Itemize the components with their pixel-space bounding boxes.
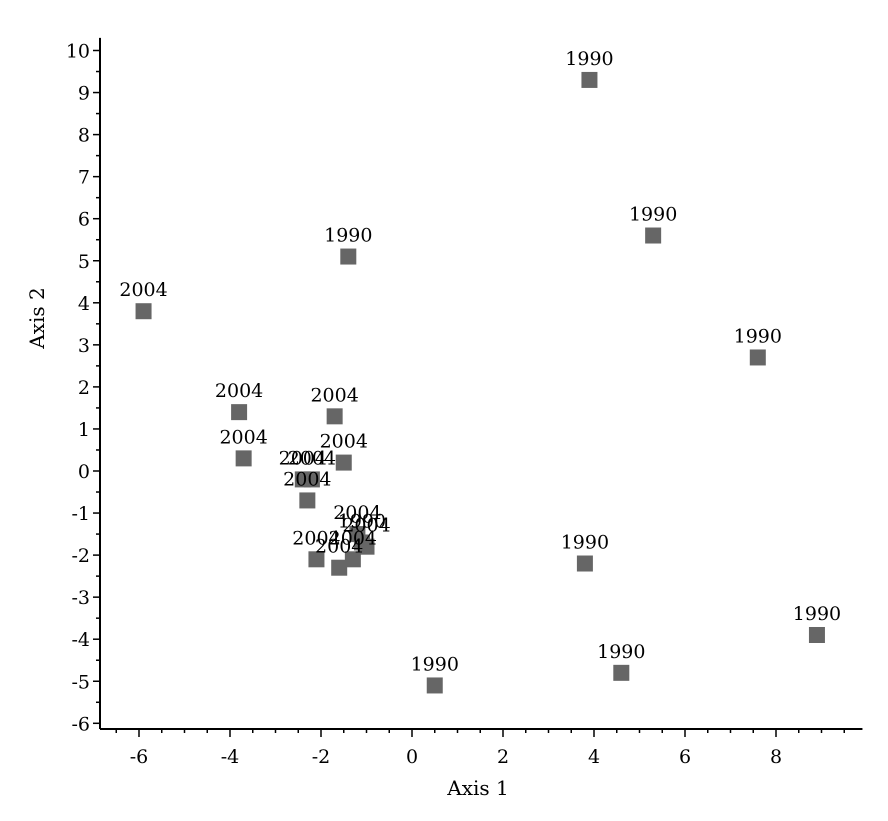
x-tick-label: -4 bbox=[221, 746, 240, 768]
point-labels: 1990199019901990199019901990199020042004… bbox=[119, 48, 841, 676]
x-tick-label: 8 bbox=[770, 746, 782, 768]
data-point-2004 bbox=[299, 492, 316, 509]
point-label: 1990 bbox=[793, 603, 841, 625]
point-label: 1990 bbox=[597, 641, 645, 663]
y-axis-title: Axis 2 bbox=[25, 287, 49, 349]
data-point-2004 bbox=[331, 559, 348, 576]
point-label: 2004 bbox=[215, 380, 263, 402]
y-tick-label: 3 bbox=[78, 335, 90, 357]
point-label: 2004 bbox=[283, 468, 331, 490]
y-tick-label: -5 bbox=[71, 671, 90, 693]
data-point-1990 bbox=[581, 71, 598, 88]
y-tick-label: 1 bbox=[78, 419, 90, 441]
point-label: 1990 bbox=[734, 325, 782, 347]
y-tick-label: 4 bbox=[78, 293, 90, 315]
y-tick-label: -1 bbox=[71, 503, 90, 525]
data-point-1990 bbox=[749, 349, 766, 366]
data-point-1990 bbox=[613, 664, 630, 681]
point-label: 2004 bbox=[310, 384, 358, 406]
data-point-1990 bbox=[645, 227, 662, 244]
x-tick-label: 0 bbox=[406, 746, 418, 768]
y-tick-label: -3 bbox=[71, 587, 90, 609]
point-label: 2004 bbox=[315, 536, 363, 558]
x-tick-label: 6 bbox=[679, 746, 691, 768]
x-tick-label: -6 bbox=[130, 746, 149, 768]
x-tick-label: -2 bbox=[312, 746, 331, 768]
point-label: 2004 bbox=[279, 447, 327, 469]
data-point-2004 bbox=[231, 404, 248, 421]
data-point-2004 bbox=[303, 471, 320, 488]
point-label: 2004 bbox=[320, 431, 368, 453]
point-label: 2004 bbox=[342, 515, 390, 537]
point-label: 1990 bbox=[565, 48, 613, 70]
data-point-2004 bbox=[135, 303, 152, 320]
point-label: 2004 bbox=[292, 527, 340, 549]
x-tick-label: 2 bbox=[497, 746, 509, 768]
y-tick-label: 6 bbox=[78, 209, 90, 231]
point-label: 1990 bbox=[629, 204, 677, 226]
x-tick-label: 4 bbox=[588, 746, 600, 768]
data-point-2004 bbox=[335, 454, 352, 471]
y-tick-label: -4 bbox=[71, 629, 90, 651]
point-label: 2004 bbox=[219, 426, 267, 448]
data-point-1990 bbox=[808, 626, 825, 643]
point-label: 2004 bbox=[288, 447, 336, 469]
data-point-2004 bbox=[308, 551, 325, 568]
y-tick-label: 8 bbox=[78, 125, 90, 147]
x-axis: -6 -4 -2 0 2 4 6 8 bbox=[100, 728, 863, 768]
data-point-1990 bbox=[340, 248, 357, 265]
data-point-1990 bbox=[576, 555, 593, 572]
point-label: 2004 bbox=[119, 279, 167, 301]
y-tick-label: 9 bbox=[78, 83, 90, 105]
data-point-1990 bbox=[426, 677, 443, 694]
point-label: 1990 bbox=[561, 532, 609, 554]
y-tick-label: 5 bbox=[78, 251, 90, 273]
data-point-2004 bbox=[344, 551, 361, 568]
point-label: 1990 bbox=[411, 653, 459, 675]
point-label: 1990 bbox=[338, 510, 386, 532]
y-axis: -6 -5 -4 -3 -2 -1 0 1 2 3 4 5 6 7 8 9 10 bbox=[66, 37, 101, 735]
point-label: 2004 bbox=[329, 527, 377, 549]
y-tick-label: 0 bbox=[78, 461, 90, 483]
y-tick-label: -6 bbox=[71, 713, 90, 735]
y-tick-label: 7 bbox=[78, 167, 90, 189]
y-tick-label: 10 bbox=[66, 41, 90, 63]
data-point-2004 bbox=[326, 408, 343, 425]
point-label: 2004 bbox=[333, 502, 381, 524]
y-tick-label: -2 bbox=[71, 545, 90, 567]
data-point-2004 bbox=[358, 538, 375, 555]
point-label: 1990 bbox=[324, 225, 372, 247]
data-point-2004 bbox=[235, 450, 252, 467]
y-tick-label: 2 bbox=[78, 377, 90, 399]
x-axis-title: Axis 1 bbox=[446, 776, 508, 800]
data-points bbox=[135, 71, 825, 694]
